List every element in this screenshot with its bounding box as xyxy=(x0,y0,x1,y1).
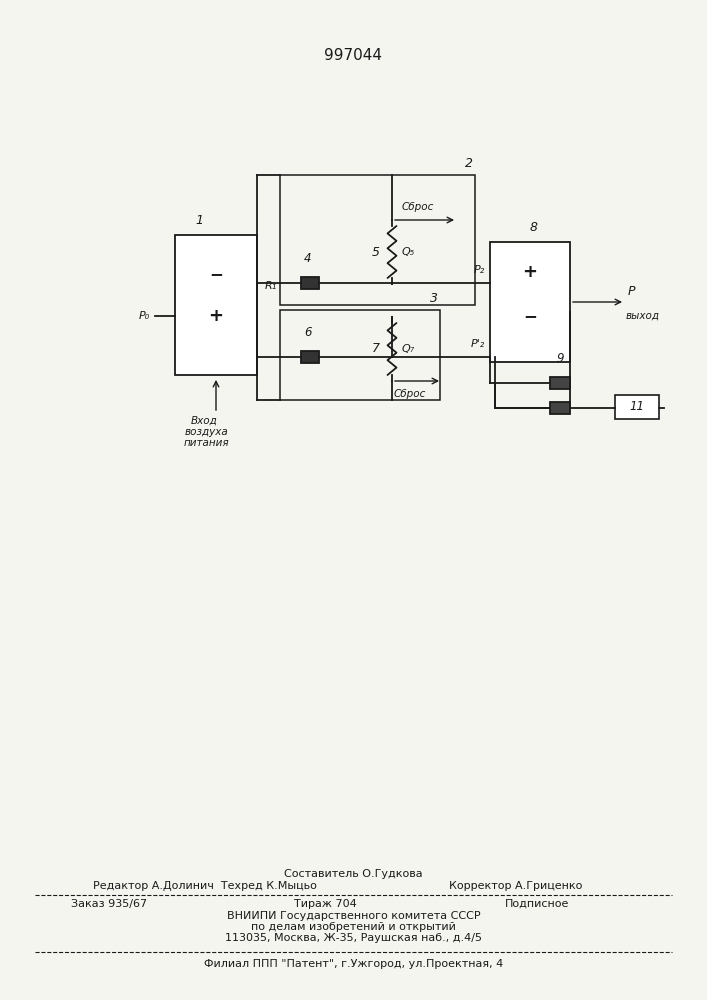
Text: 5: 5 xyxy=(372,245,380,258)
Bar xyxy=(490,242,570,362)
Text: Сброс: Сброс xyxy=(394,389,426,399)
Text: 7: 7 xyxy=(372,342,380,356)
Text: Q₇: Q₇ xyxy=(402,344,414,354)
Text: питания: питания xyxy=(183,438,229,448)
Text: 4: 4 xyxy=(304,252,312,265)
Text: 113035, Москва, Ж-35, Раушская наб., д.4/5: 113035, Москва, Ж-35, Раушская наб., д.4… xyxy=(225,933,482,943)
Bar xyxy=(301,351,319,363)
Text: 6: 6 xyxy=(304,326,312,339)
Text: Сброс: Сброс xyxy=(402,202,434,212)
Text: ВНИИПИ Государственного комитета СССР: ВНИИПИ Государственного комитета СССР xyxy=(227,911,480,921)
Text: по делам изобретений и открытий: по делам изобретений и открытий xyxy=(251,922,456,932)
Text: Заказ 935/67: Заказ 935/67 xyxy=(71,899,147,909)
Text: 2: 2 xyxy=(465,157,473,170)
Bar xyxy=(280,310,440,400)
Text: Корректор А.Гриценко: Корректор А.Гриценко xyxy=(450,881,583,891)
Text: Тираж 704: Тираж 704 xyxy=(294,899,356,909)
Bar xyxy=(550,402,570,414)
Bar xyxy=(301,277,319,289)
Text: 997044: 997044 xyxy=(324,47,382,62)
Text: 11: 11 xyxy=(629,400,645,414)
Text: 1: 1 xyxy=(196,214,204,227)
Text: R₁: R₁ xyxy=(265,281,277,291)
Text: воздуха: воздуха xyxy=(184,427,228,437)
Text: 8: 8 xyxy=(530,221,538,234)
Text: Составитель О.Гудкова: Составитель О.Гудкова xyxy=(284,869,423,879)
Bar xyxy=(550,377,570,389)
Text: P₀: P₀ xyxy=(139,311,150,321)
Bar xyxy=(615,395,659,419)
Text: P₂: P₂ xyxy=(474,265,485,275)
Text: +: + xyxy=(522,263,537,281)
Text: 9: 9 xyxy=(556,352,563,365)
Text: Подписное: Подписное xyxy=(505,899,570,909)
Text: Q₅: Q₅ xyxy=(402,247,414,257)
Text: 10: 10 xyxy=(551,377,566,390)
Text: +: + xyxy=(209,307,223,325)
Bar xyxy=(280,175,475,305)
Text: Филиал ППП "Патент", г.Ужгород, ул.Проектная, 4: Филиал ППП "Патент", г.Ужгород, ул.Проек… xyxy=(204,959,503,969)
Text: −: − xyxy=(209,265,223,283)
Text: выход: выход xyxy=(626,311,660,321)
Text: P'₂: P'₂ xyxy=(471,339,485,349)
Text: −: − xyxy=(523,307,537,325)
Text: P: P xyxy=(628,285,636,298)
Text: Редактор А.Долинич  Техред К.Мыцьо: Редактор А.Долинич Техред К.Мыцьо xyxy=(93,881,317,891)
Bar xyxy=(175,235,257,375)
Text: Вход: Вход xyxy=(191,416,217,426)
Text: 3: 3 xyxy=(430,292,438,305)
